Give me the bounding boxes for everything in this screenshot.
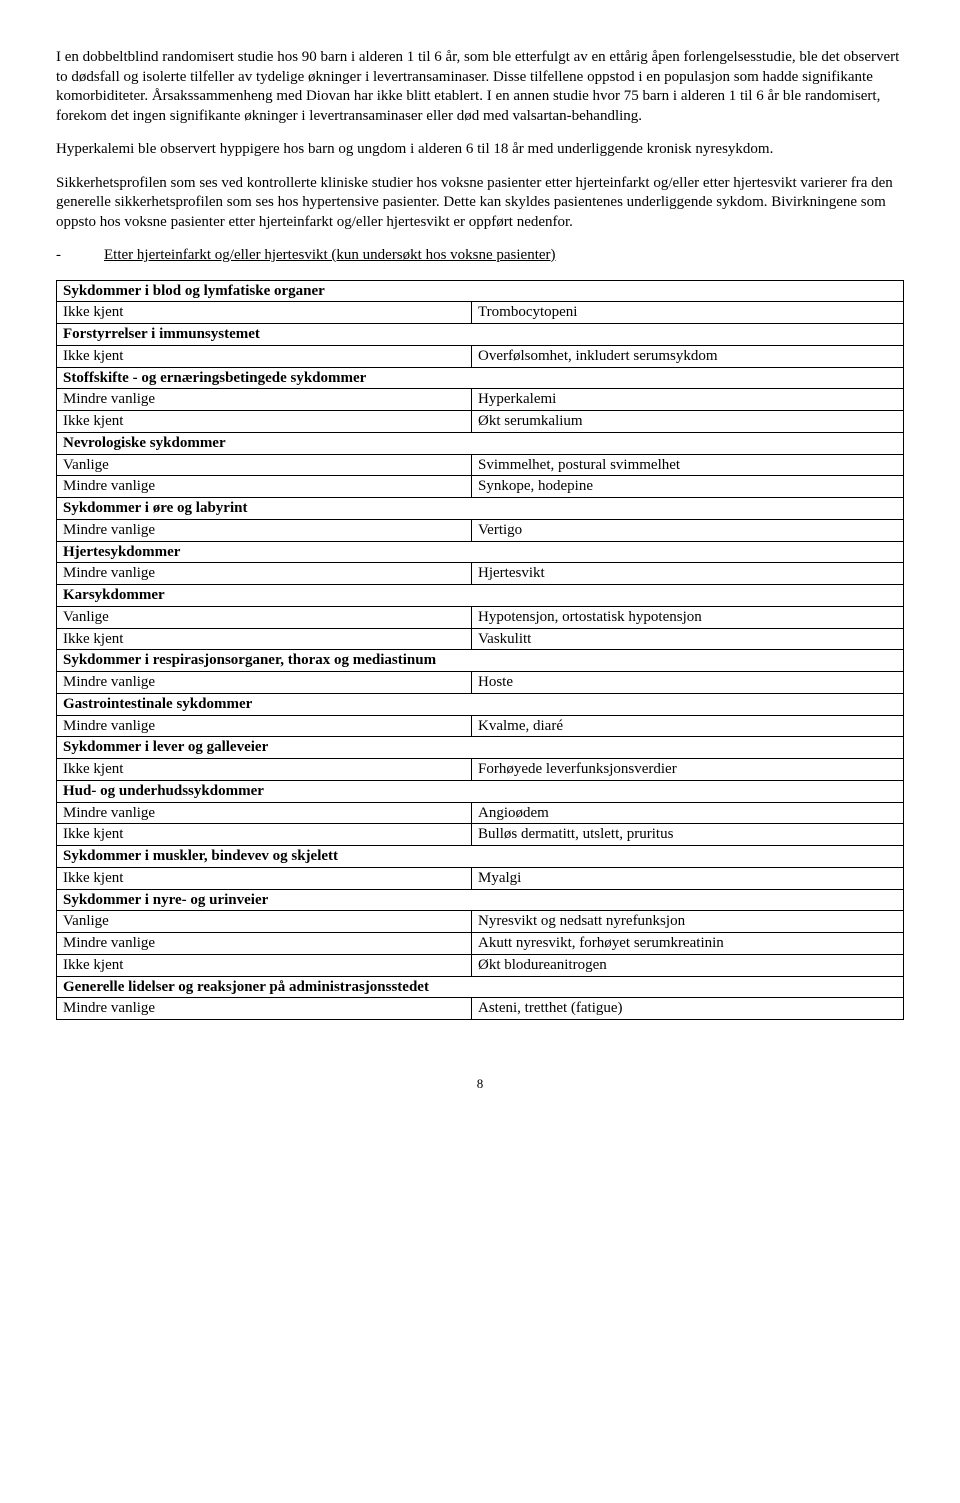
effect-cell: Angioødem xyxy=(472,802,904,824)
effect-cell: Økt blodureanitrogen xyxy=(472,954,904,976)
effect-cell: Akutt nyresvikt, forhøyet serumkreatinin xyxy=(472,933,904,955)
dash-marker: - xyxy=(56,246,104,266)
frequency-cell: Ikke kjent xyxy=(57,345,472,367)
frequency-cell: Mindre vanlige xyxy=(57,933,472,955)
table-row: Mindre vanligeAkutt nyresvikt, forhøyet … xyxy=(57,933,904,955)
effect-cell: Nyresvikt og nedsatt nyrefunksjon xyxy=(472,911,904,933)
table-row: Sykdommer i lever og galleveier xyxy=(57,737,904,759)
effect-cell: Hoste xyxy=(472,672,904,694)
table-section-header: Sykdommer i lever og galleveier xyxy=(57,737,904,759)
table-row: Mindre vanligeSynkope, hodepine xyxy=(57,476,904,498)
table-row: VanligeHypotensjon, ortostatisk hypotens… xyxy=(57,606,904,628)
table-section-header: Generelle lidelser og reaksjoner på admi… xyxy=(57,976,904,998)
frequency-cell: Mindre vanlige xyxy=(57,802,472,824)
table-row: Karsykdommer xyxy=(57,585,904,607)
table-row: Hjertesykdommer xyxy=(57,541,904,563)
frequency-cell: Ikke kjent xyxy=(57,302,472,324)
frequency-cell: Mindre vanlige xyxy=(57,563,472,585)
table-row: Stoffskifte - og ernæringsbetingede sykd… xyxy=(57,367,904,389)
effect-cell: Kvalme, diaré xyxy=(472,715,904,737)
frequency-cell: Ikke kjent xyxy=(57,759,472,781)
table-row: Nevrologiske sykdommer xyxy=(57,432,904,454)
table-row: Generelle lidelser og reaksjoner på admi… xyxy=(57,976,904,998)
table-row: Ikke kjentMyalgi xyxy=(57,867,904,889)
table-section-header: Sykdommer i blod og lymfatiske organer xyxy=(57,280,904,302)
effect-cell: Myalgi xyxy=(472,867,904,889)
effect-cell: Trombocytopeni xyxy=(472,302,904,324)
effect-cell: Asteni, tretthet (fatigue) xyxy=(472,998,904,1020)
effect-cell: Hypotensjon, ortostatisk hypotensjon xyxy=(472,606,904,628)
body-paragraph: Hyperkalemi ble observert hyppigere hos … xyxy=(56,140,904,160)
table-section-header: Hjertesykdommer xyxy=(57,541,904,563)
effect-cell: Hyperkalemi xyxy=(472,389,904,411)
table-row: Ikke kjentOverfølsomhet, inkludert serum… xyxy=(57,345,904,367)
effect-cell: Økt serumkalium xyxy=(472,411,904,433)
table-section-header: Stoffskifte - og ernæringsbetingede sykd… xyxy=(57,367,904,389)
frequency-cell: Ikke kjent xyxy=(57,867,472,889)
frequency-cell: Ikke kjent xyxy=(57,628,472,650)
frequency-cell: Ikke kjent xyxy=(57,824,472,846)
table-row: Mindre vanligeKvalme, diaré xyxy=(57,715,904,737)
table-row: Sykdommer i respirasjonsorganer, thorax … xyxy=(57,650,904,672)
frequency-cell: Vanlige xyxy=(57,911,472,933)
table-row: Ikke kjentVaskulitt xyxy=(57,628,904,650)
frequency-cell: Mindre vanlige xyxy=(57,519,472,541)
body-paragraph: Sikkerhetsprofilen som ses ved kontrolle… xyxy=(56,174,904,233)
table-row: Ikke kjentØkt blodureanitrogen xyxy=(57,954,904,976)
table-section-header: Sykdommer i respirasjonsorganer, thorax … xyxy=(57,650,904,672)
table-row: Mindre vanligeAngioødem xyxy=(57,802,904,824)
table-row: Gastrointestinale sykdommer xyxy=(57,693,904,715)
frequency-cell: Vanlige xyxy=(57,606,472,628)
effect-cell: Svimmelhet, postural svimmelhet xyxy=(472,454,904,476)
table-section-header: Hud- og underhudssykdommer xyxy=(57,780,904,802)
table-section-header: Nevrologiske sykdommer xyxy=(57,432,904,454)
body-paragraph: I en dobbeltblind randomisert studie hos… xyxy=(56,48,904,126)
table-row: Sykdommer i muskler, bindevev og skjelet… xyxy=(57,846,904,868)
effect-cell: Vertigo xyxy=(472,519,904,541)
section-heading-row: - Etter hjerteinfarkt og/eller hjertesvi… xyxy=(56,246,904,266)
effect-cell: Bulløs dermatitt, utslett, pruritus xyxy=(472,824,904,846)
effect-cell: Overfølsomhet, inkludert serumsykdom xyxy=(472,345,904,367)
table-row: Ikke kjentForhøyede leverfunksjonsverdie… xyxy=(57,759,904,781)
frequency-cell: Mindre vanlige xyxy=(57,476,472,498)
adverse-effects-table: Sykdommer i blod og lymfatiske organerIk… xyxy=(56,280,904,1021)
table-row: VanligeSvimmelhet, postural svimmelhet xyxy=(57,454,904,476)
frequency-cell: Ikke kjent xyxy=(57,411,472,433)
table-row: Mindre vanligeHoste xyxy=(57,672,904,694)
table-row: Mindre vanligeAsteni, tretthet (fatigue) xyxy=(57,998,904,1020)
table-section-header: Gastrointestinale sykdommer xyxy=(57,693,904,715)
effect-cell: Vaskulitt xyxy=(472,628,904,650)
table-section-header: Forstyrrelser i immunsystemet xyxy=(57,324,904,346)
table-row: Mindre vanligeHjertesvikt xyxy=(57,563,904,585)
frequency-cell: Mindre vanlige xyxy=(57,389,472,411)
table-row: Mindre vanligeVertigo xyxy=(57,519,904,541)
table-section-header: Sykdommer i øre og labyrint xyxy=(57,498,904,520)
effect-cell: Synkope, hodepine xyxy=(472,476,904,498)
table-row: Mindre vanligeHyperkalemi xyxy=(57,389,904,411)
table-row: Sykdommer i blod og lymfatiske organer xyxy=(57,280,904,302)
table-row: Ikke kjentBulløs dermatitt, utslett, pru… xyxy=(57,824,904,846)
table-row: VanligeNyresvikt og nedsatt nyrefunksjon xyxy=(57,911,904,933)
table-section-header: Sykdommer i muskler, bindevev og skjelet… xyxy=(57,846,904,868)
frequency-cell: Mindre vanlige xyxy=(57,998,472,1020)
effect-cell: Forhøyede leverfunksjonsverdier xyxy=(472,759,904,781)
page-number: 8 xyxy=(56,1076,904,1093)
table-row: Hud- og underhudssykdommer xyxy=(57,780,904,802)
table-row: Sykdommer i øre og labyrint xyxy=(57,498,904,520)
effect-cell: Hjertesvikt xyxy=(472,563,904,585)
table-section-header: Karsykdommer xyxy=(57,585,904,607)
frequency-cell: Vanlige xyxy=(57,454,472,476)
frequency-cell: Mindre vanlige xyxy=(57,672,472,694)
frequency-cell: Ikke kjent xyxy=(57,954,472,976)
table-row: Sykdommer i nyre- og urinveier xyxy=(57,889,904,911)
section-heading: Etter hjerteinfarkt og/eller hjertesvikt… xyxy=(104,246,556,266)
frequency-cell: Mindre vanlige xyxy=(57,715,472,737)
table-section-header: Sykdommer i nyre- og urinveier xyxy=(57,889,904,911)
table-row: Forstyrrelser i immunsystemet xyxy=(57,324,904,346)
table-row: Ikke kjentØkt serumkalium xyxy=(57,411,904,433)
table-row: Ikke kjentTrombocytopeni xyxy=(57,302,904,324)
